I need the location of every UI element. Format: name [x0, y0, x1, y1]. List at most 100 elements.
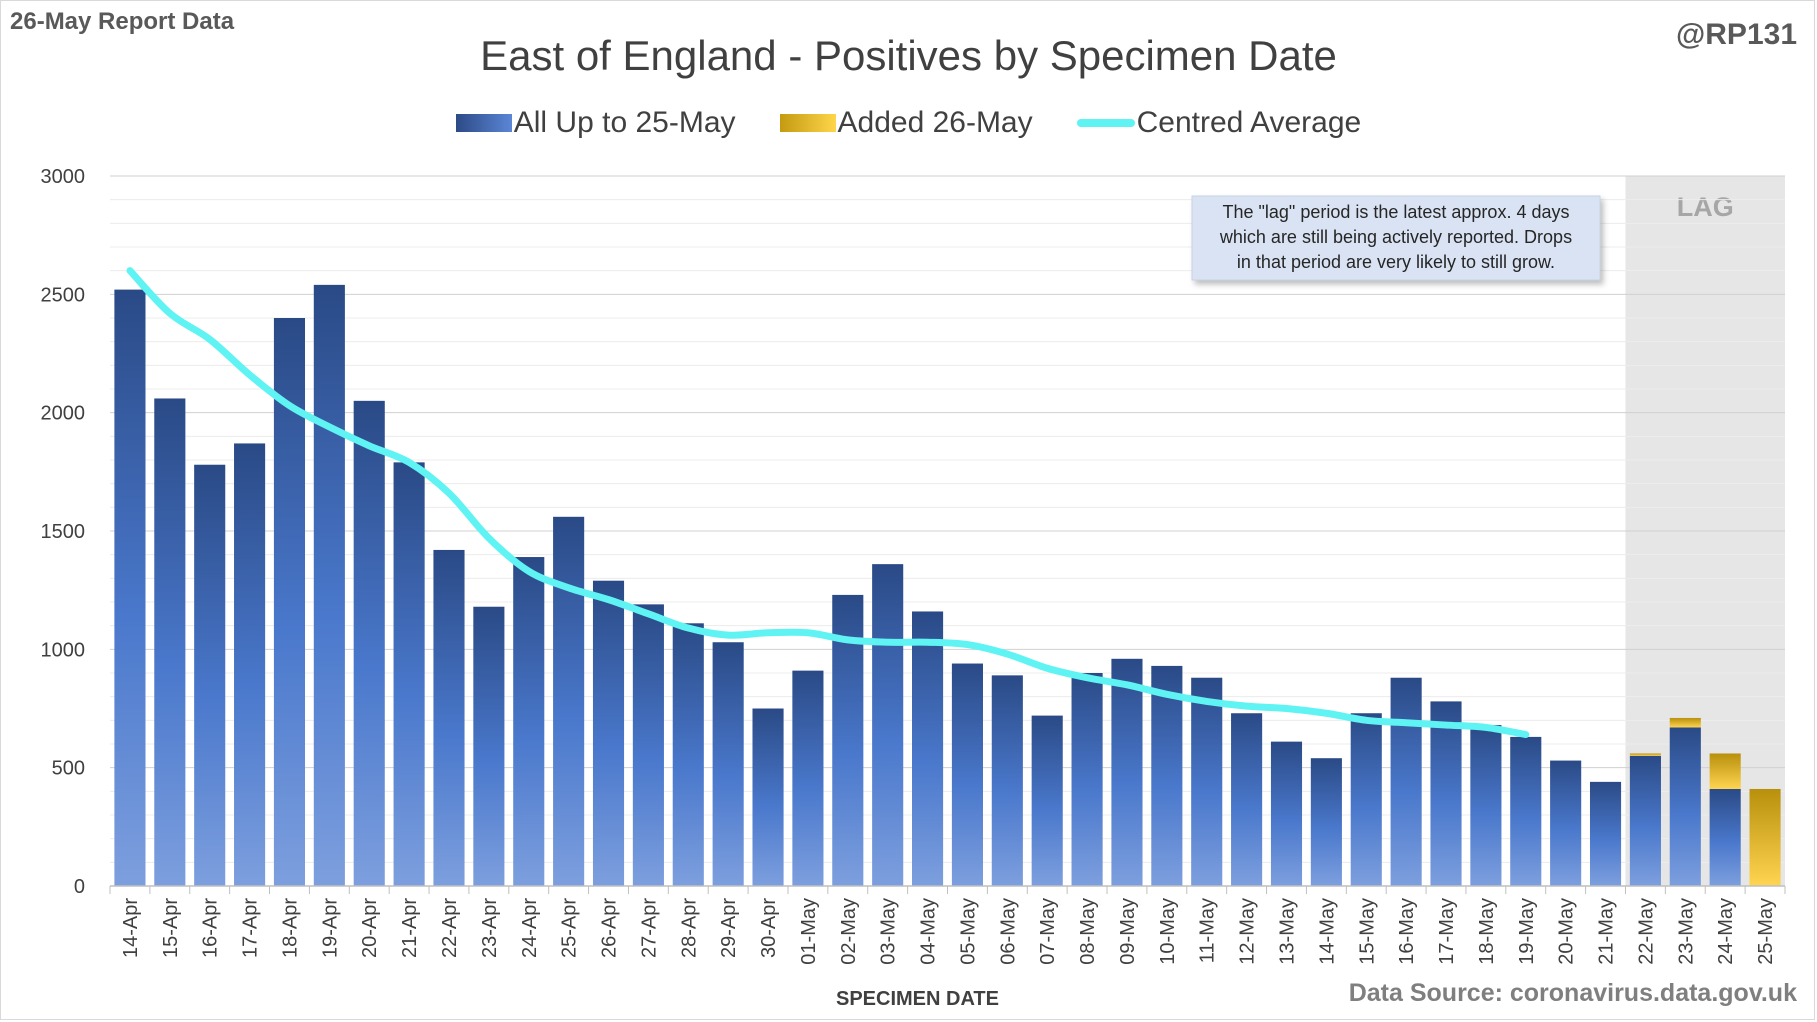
x-tick-label: 30-Apr: [758, 898, 780, 958]
bar-all: [1151, 665, 1183, 886]
x-tick-label: 20-Apr: [359, 898, 381, 958]
x-tick-label: 25-Apr: [559, 898, 581, 958]
x-tick-label: 08-May: [1077, 898, 1099, 965]
annotation-box: [1191, 195, 1601, 281]
x-tick-label: 22-May: [1635, 898, 1657, 965]
x-tick-label: 25-May: [1755, 898, 1777, 965]
y-tick-label: 0: [74, 876, 85, 898]
y-tick-label: 2000: [41, 403, 86, 425]
x-tick-label: 27-Apr: [638, 898, 660, 958]
bar-all: [553, 516, 585, 886]
bar-all: [114, 289, 146, 887]
legend-label-average: Centred Average: [1136, 106, 1362, 139]
bar-all: [951, 663, 983, 886]
legend-label-added: Added 26-May: [837, 106, 1033, 139]
x-tick-label: 19-Apr: [319, 898, 341, 958]
bar-all: [1191, 677, 1223, 886]
x-tick-label: 13-May: [1276, 898, 1298, 965]
bar-all: [912, 611, 944, 886]
x-tick-label: 09-May: [1117, 898, 1139, 965]
x-tick-label: 23-May: [1675, 898, 1697, 965]
x-tick-label: 18-Apr: [279, 898, 301, 958]
bar-all: [1031, 715, 1063, 886]
x-tick-label: 15-May: [1356, 898, 1378, 965]
x-tick-label: 05-May: [957, 898, 979, 965]
bar-all: [194, 464, 226, 886]
chart-legend: All Up to 25-May Added 26-May Centred Av…: [0, 106, 1817, 140]
axes: 0 500 1000 1500 2000 2500 3000 14-Apr 15-Apr 16-A…: [41, 166, 1786, 1010]
x-tick-label: 16-May: [1396, 898, 1418, 965]
legend-swatch-line: [1076, 119, 1135, 127]
bar-added: [1709, 753, 1741, 789]
annotation-line-3: in that period are very likely to still …: [1237, 252, 1555, 272]
bar-all: [1629, 755, 1661, 886]
bar-added: [1629, 753, 1661, 756]
y-tick-label: 1000: [41, 639, 86, 661]
legend-item-added: Added 26-May: [779, 106, 1033, 140]
bar-all: [234, 443, 266, 886]
average-line: [126, 267, 1530, 739]
x-tick-label: 23-Apr: [479, 898, 501, 958]
x-tick-label: 06-May: [997, 898, 1019, 965]
lag-label: LAG: [1677, 192, 1734, 222]
x-tick-label: 28-Apr: [678, 898, 700, 958]
data-source: Data Source: coronavirus.data.gov.uk: [1348, 979, 1797, 1007]
bar-all: [792, 670, 824, 886]
bars: [114, 284, 1781, 887]
bar-all: [513, 557, 545, 886]
bar-all: [1589, 781, 1622, 886]
bar-all: [353, 400, 385, 886]
x-tick-label: 18-May: [1476, 898, 1498, 965]
bar-all: [672, 623, 704, 886]
x-tick-label: 01-May: [798, 898, 820, 965]
bar-all: [991, 675, 1023, 886]
x-tick-label: 07-May: [1037, 898, 1059, 965]
x-axis-title: SPECIMEN DATE: [836, 988, 999, 1010]
bar-all: [1709, 788, 1741, 886]
bar-all: [1390, 677, 1422, 886]
x-tick-label: 22-Apr: [439, 898, 461, 958]
x-tick-label: 10-May: [1157, 898, 1179, 965]
bar-all: [313, 284, 345, 886]
annotation-line-1: The "lag" period is the latest approx. 4…: [1223, 202, 1570, 222]
bar-all: [1470, 725, 1502, 886]
bar-all: [1430, 701, 1462, 886]
x-tick-label: 12-May: [1237, 898, 1259, 965]
bar-all: [872, 564, 904, 886]
x-tick-label: 29-Apr: [718, 898, 740, 958]
lag-annotation: The "lag" period is the latest approx. 4…: [1191, 195, 1601, 281]
author-handle: @RP131: [1676, 18, 1797, 51]
bar-added: [1749, 788, 1781, 886]
bar-all: [592, 580, 625, 886]
x-tick-label: 14-May: [1316, 898, 1338, 965]
x-tick-label: 26-Apr: [599, 898, 621, 958]
legend-item-all: All Up to 25-May: [455, 106, 736, 140]
bar-all: [1350, 713, 1382, 886]
bar-all: [1111, 658, 1143, 886]
legend-item-average: Centred Average: [1076, 106, 1362, 140]
legend-label-all: All Up to 25-May: [513, 106, 736, 139]
bar-all: [473, 606, 505, 886]
x-tick-label: 20-May: [1556, 898, 1578, 965]
gridlines: [110, 175, 1785, 863]
bar-all: [1231, 713, 1263, 886]
bar-all: [1669, 727, 1701, 886]
bar-all: [393, 462, 425, 886]
bar-all: [154, 398, 186, 886]
bar-all: [1510, 736, 1542, 886]
legend-swatch-blue: [455, 114, 512, 132]
bar-all: [632, 604, 664, 886]
x-tick-label: 19-May: [1516, 898, 1538, 965]
x-tick-label: 21-Apr: [399, 898, 421, 958]
legend-swatch-gold: [779, 114, 836, 132]
bar-all: [1550, 760, 1582, 886]
y-tick-label: 3000: [41, 166, 86, 188]
y-tick-label: 2500: [41, 284, 86, 306]
x-tick-label: 24-Apr: [519, 898, 541, 958]
bar-all: [1310, 758, 1342, 886]
x-tick-label: 21-May: [1596, 898, 1618, 965]
bar-all: [712, 642, 744, 886]
bar-all: [752, 708, 784, 886]
x-tick-label: 11-May: [1197, 898, 1219, 963]
